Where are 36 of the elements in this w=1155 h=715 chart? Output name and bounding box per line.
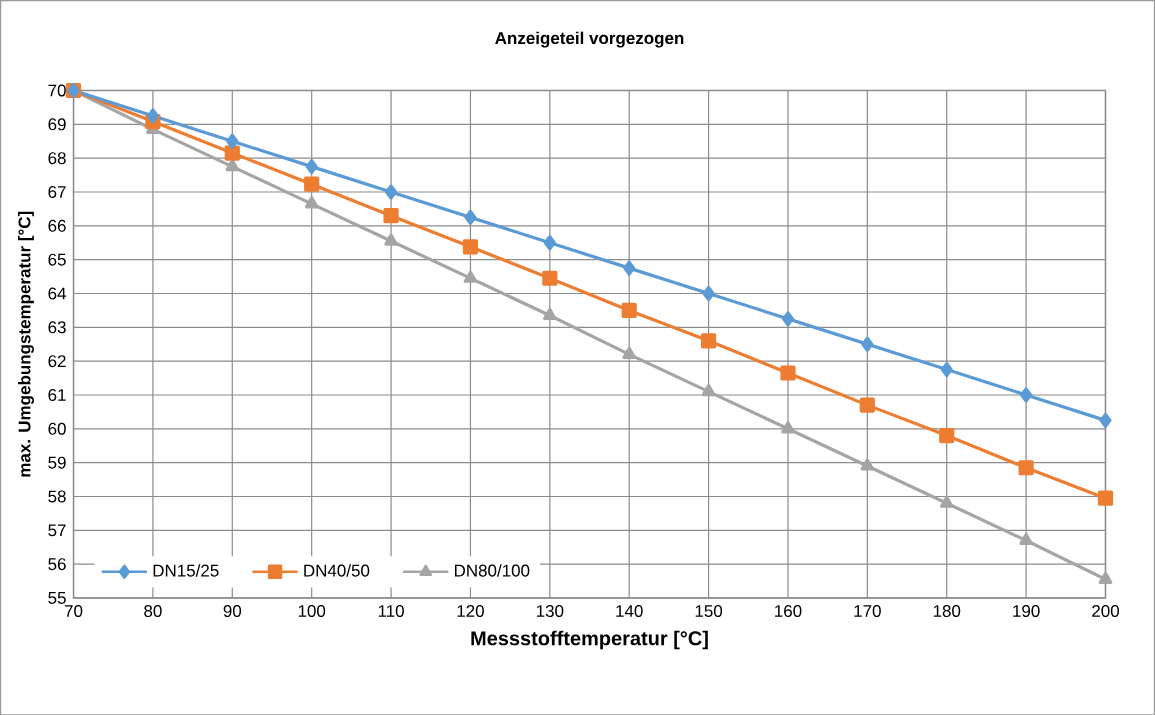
x-tick-label: 80 <box>144 604 162 617</box>
y-tick-label: 55 <box>48 591 66 604</box>
y-tick-label: 57 <box>48 524 66 537</box>
y-tick-label: 66 <box>48 219 66 232</box>
y-tick-label: 60 <box>48 422 66 435</box>
x-tick-label: 170 <box>854 604 881 617</box>
y-tick-label: 59 <box>48 456 66 469</box>
y-tick-label: 63 <box>48 321 66 334</box>
x-tick-label: 120 <box>457 604 484 617</box>
y-tick-label: 64 <box>48 287 67 300</box>
x-tick-label: 130 <box>536 604 564 617</box>
y-axis-title: max. Umgebungstemperatur [°C] <box>18 211 34 477</box>
y-tick-label: 62 <box>48 354 66 367</box>
x-tick-label: 180 <box>933 604 961 617</box>
x-tick-label: 70 <box>64 604 83 617</box>
x-tick-label: 200 <box>1092 604 1119 617</box>
y-tick-label: 65 <box>48 253 66 266</box>
legend-label: DN40/50 <box>304 563 370 577</box>
legend-label: DN15/25 <box>153 563 219 577</box>
y-tick-label: 56 <box>48 557 66 570</box>
x-tick-label: 110 <box>378 604 404 617</box>
y-tick-label: 67 <box>48 185 66 198</box>
chart-title: Anzeigeteil vorgezogen <box>495 31 684 48</box>
legend-label: DN80/100 <box>454 563 530 577</box>
x-tick-label: 140 <box>616 604 643 617</box>
y-tick-label: 68 <box>48 151 66 164</box>
y-tick-label: 70 <box>48 84 66 97</box>
x-tick-label: 160 <box>775 604 802 617</box>
y-tick-label: 58 <box>48 490 66 503</box>
x-axis-title: Messstofftemperatur [°C] <box>471 630 708 650</box>
y-tick-label: 61 <box>48 388 66 401</box>
y-tick-label: 69 <box>48 118 66 131</box>
x-tick-label: 190 <box>1013 604 1040 617</box>
x-tick-label: 100 <box>298 604 326 617</box>
x-tick-label: 90 <box>223 604 242 617</box>
x-tick-label: 150 <box>695 604 723 617</box>
